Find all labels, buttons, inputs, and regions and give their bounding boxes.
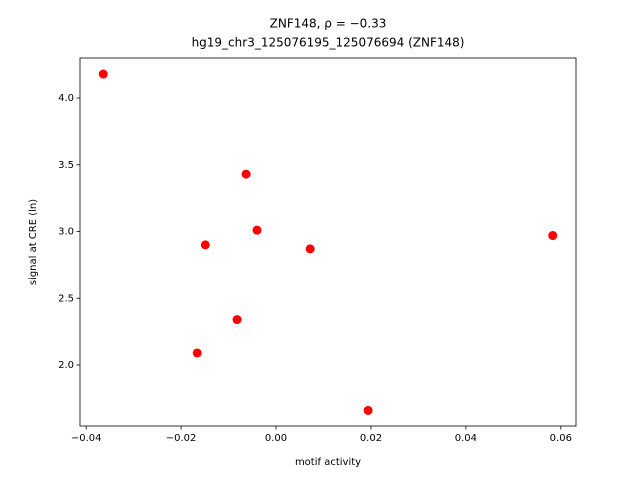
y-tick-label: 2.5 (58, 293, 74, 304)
x-tick-label: −0.04 (71, 433, 102, 444)
point (241, 169, 251, 179)
y-tick-label: 3.0 (58, 227, 74, 238)
point (305, 244, 315, 254)
point (200, 240, 210, 250)
y-tick-label: 4.0 (58, 93, 74, 104)
y-axis-label: signal at CRE (ln) (28, 199, 39, 285)
x-tick-label: 0.04 (455, 433, 477, 444)
point (98, 69, 108, 79)
point (363, 405, 373, 415)
y-tick-label: 3.5 (58, 160, 74, 171)
point (252, 225, 262, 235)
point (192, 348, 202, 358)
point (232, 315, 242, 325)
plot-frame (79, 57, 577, 427)
chart-subtitle: hg19_chr3_125076195_125076694 (ZNF148) (192, 36, 465, 50)
y-tick-label: 2.0 (58, 360, 74, 371)
chart-title: ZNF148, ρ = −0.33 (270, 17, 387, 31)
x-tick-label: 0.02 (360, 433, 382, 444)
x-tick-label: −0.02 (166, 433, 197, 444)
point (548, 231, 558, 241)
x-tick-label: 0.06 (550, 433, 572, 444)
x-axis-label: motif activity (295, 457, 361, 468)
x-tick-label: 0.00 (265, 433, 287, 444)
